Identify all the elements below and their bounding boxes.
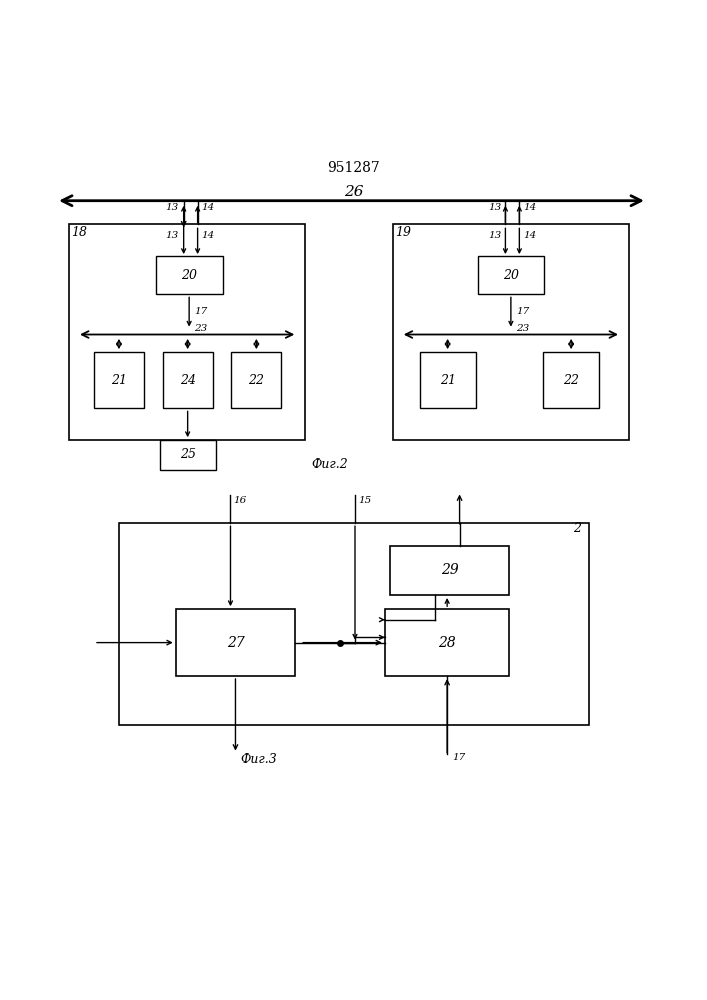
Text: 13: 13 bbox=[165, 231, 179, 240]
Bar bbox=[393, 224, 629, 440]
Bar bbox=[420, 352, 476, 408]
Bar bbox=[543, 352, 599, 408]
Text: Фиг.3: Фиг.3 bbox=[240, 753, 277, 766]
Text: 2: 2 bbox=[573, 522, 581, 535]
Bar bbox=[477, 256, 544, 294]
Text: 14: 14 bbox=[523, 203, 537, 212]
Text: 22: 22 bbox=[563, 374, 579, 387]
Text: 22: 22 bbox=[248, 374, 264, 387]
Text: 21: 21 bbox=[440, 374, 455, 387]
Text: 23: 23 bbox=[516, 324, 529, 333]
Text: 21: 21 bbox=[111, 374, 127, 387]
Text: 20: 20 bbox=[503, 269, 519, 282]
Text: 14: 14 bbox=[523, 231, 537, 240]
Text: 27: 27 bbox=[226, 636, 245, 650]
Text: 29: 29 bbox=[440, 563, 459, 577]
Text: 28: 28 bbox=[438, 636, 456, 650]
Text: 24: 24 bbox=[180, 374, 196, 387]
Text: 13: 13 bbox=[488, 203, 501, 212]
Text: 23: 23 bbox=[194, 324, 207, 333]
Text: 14: 14 bbox=[201, 231, 215, 240]
Text: 19: 19 bbox=[395, 226, 411, 239]
Bar bbox=[176, 609, 296, 676]
Bar bbox=[390, 546, 509, 595]
Text: 16: 16 bbox=[233, 496, 247, 505]
Text: Фиг.2: Фиг.2 bbox=[312, 458, 349, 471]
Text: 17: 17 bbox=[452, 753, 465, 762]
Bar bbox=[94, 352, 144, 408]
Text: 13: 13 bbox=[165, 203, 179, 212]
Text: 20: 20 bbox=[181, 269, 197, 282]
Text: 17: 17 bbox=[194, 307, 207, 316]
Text: 18: 18 bbox=[71, 226, 87, 239]
Text: 14: 14 bbox=[201, 203, 215, 212]
Text: 951287: 951287 bbox=[327, 161, 380, 175]
Text: 15: 15 bbox=[358, 496, 371, 505]
Text: 17: 17 bbox=[516, 307, 529, 316]
Bar bbox=[163, 352, 213, 408]
Text: 25: 25 bbox=[180, 448, 196, 461]
Bar bbox=[156, 256, 223, 294]
Bar bbox=[160, 440, 216, 470]
Bar bbox=[69, 224, 305, 440]
Text: 26: 26 bbox=[344, 185, 363, 199]
Bar bbox=[385, 609, 509, 676]
Bar bbox=[231, 352, 281, 408]
Text: 13: 13 bbox=[488, 231, 501, 240]
Bar bbox=[119, 523, 589, 725]
